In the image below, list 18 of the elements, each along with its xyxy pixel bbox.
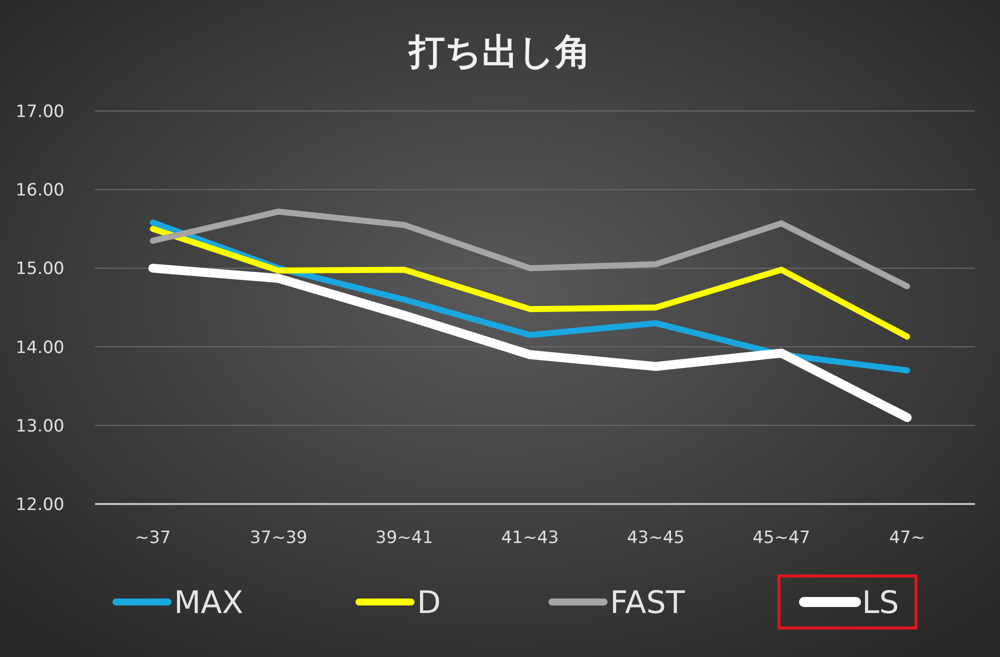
y-tick-label: 15.00 [16,259,64,280]
x-tick-label: 39~41 [376,528,434,548]
legend-label: MAX [174,585,244,621]
legend-label: LS [862,585,899,621]
x-tick-label: ~37 [134,528,171,548]
y-tick-label: 17.00 [16,102,64,122]
legend-label: FAST [610,585,686,621]
x-tick-label: 41~43 [501,528,559,548]
x-tick-label: 37~39 [250,528,308,548]
x-tick-label: 47~ [889,528,926,548]
x-tick-label: 43~45 [626,528,684,548]
y-tick-label: 16.00 [16,180,64,201]
legend-label: D [417,585,441,621]
x-tick-label: 45~47 [752,528,810,548]
chart-title: 打ち出し角 [407,32,591,73]
y-tick-label: 12.00 [16,495,64,515]
y-tick-label: 14.00 [16,338,64,358]
y-tick-label: 13.00 [16,416,64,436]
